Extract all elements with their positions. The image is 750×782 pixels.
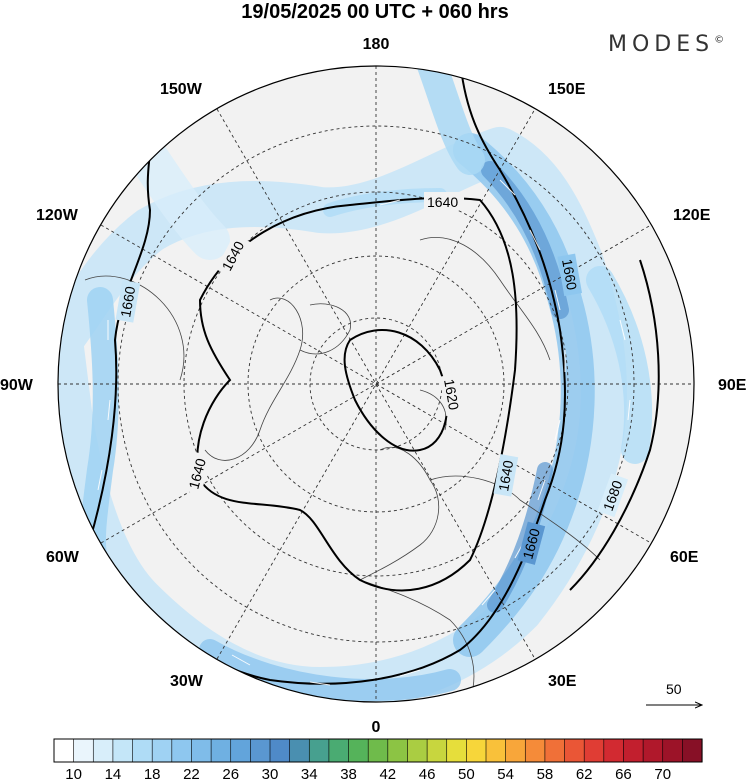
colorbar-cell [564,738,585,763]
contour-label-group: 1640 1640 1660 1640 1620 1640 1660 1660 [115,192,629,565]
colorbar-tick-label: 34 [301,766,318,782]
colorbar-cell [505,738,526,763]
colorbar-cell [191,738,212,763]
colorbar-tick-label: 46 [419,766,436,782]
colorbar-cell [367,738,389,763]
colorbar-cell [132,738,153,763]
colorbar-cell [682,738,703,763]
lon-label-90w: 90W [0,377,34,394]
lon-label-150e: 150E [548,81,586,98]
lon-label-60e: 60E [670,549,699,566]
brand-mark: © [714,34,725,46]
lon-label-30w: 30W [170,673,204,690]
colorbar-cells [53,738,703,763]
contour-label: 1660 [559,258,580,292]
colorbar-tick-label: 54 [497,766,514,782]
colorbar-cell [446,738,467,763]
colorbar-cell [662,738,683,763]
colorbar-labels: 10 14 18 22 26 30 34 38 42 46 50 54 58 62 66 70 [65,766,671,782]
contour-label: 1640 [185,456,209,490]
colorbar-tick-label: 30 [262,766,279,782]
graticule [58,66,694,702]
colorbar-cell [642,738,664,763]
colorbar-cell [289,738,310,763]
colorbar-tick-label: 18 [144,766,161,782]
colorbar-cell [269,738,291,763]
colorbar-tick-label: 22 [183,766,200,782]
colorbar-cell [407,738,428,763]
contour-label: 1640 [427,194,458,210]
colorbar-cell [171,738,193,763]
contour-label: 1620 [441,378,462,412]
colorbar-cell [92,738,114,763]
colorbar-tick-label: 26 [222,766,239,782]
colorbar-cell [387,738,409,763]
map-title: 19/05/2025 00 UTC + 060 hrs [241,1,509,23]
colorbar-tick-label: 50 [458,766,475,782]
colorbar-tick-label: 10 [65,766,82,782]
colorbar-cell [583,738,605,763]
colorbar-cell [53,738,75,763]
colorbar-cell [485,738,507,763]
lon-label-180: 180 [363,36,390,53]
colorbar-tick-label: 38 [340,766,357,782]
colorbar-cell [210,738,232,763]
colorbar-cell [250,738,271,763]
lon-label-30e: 30E [548,673,577,690]
colorbar-cell [328,738,350,763]
colorbar-cell [308,738,330,763]
longitude-labels: 180 0 90W 90E 150W 120W 150E 120E 60W 30… [0,36,747,736]
contour-label: 1640 [495,459,516,493]
brand-logo: MODES© [608,32,724,57]
colorbar-cell [603,738,625,763]
colorbar-cell [466,738,487,763]
reference-vector-label: 50 [666,681,682,697]
colorbar-tick-label: 42 [379,766,396,782]
lon-label-150w: 150W [160,81,203,98]
colorbar-outline [53,738,703,763]
reference-vector: 50 [646,681,702,705]
colorbar-cell [73,738,94,763]
lon-label-120e: 120E [673,207,711,224]
lon-label-0: 0 [372,719,381,736]
colorbar-tick-label: 66 [615,766,632,782]
colorbar-cell [348,738,369,763]
colorbar-tick-label: 14 [105,766,122,782]
colorbar-tick-label: 70 [654,766,671,782]
colorbar: 10 14 18 22 26 30 34 38 42 46 50 54 58 62 66 70 [53,738,703,782]
map-border [57,65,695,703]
colorbar-cell [112,738,134,763]
colorbar-cell [151,738,173,763]
colorbar-cell [426,738,448,763]
colorbar-cell [524,738,546,763]
colorbar-cell [623,738,644,763]
wind-vectors [97,179,631,686]
colorbar-cell [544,738,566,763]
colorbar-tick-label: 58 [537,766,554,782]
lon-label-120w: 120W [36,207,79,224]
contour-label: 1660 [117,285,138,319]
lon-label-60w: 60W [46,549,80,566]
contour-label: 1660 [519,526,543,560]
colorbar-cell [230,738,251,763]
colorbar-tick-label: 62 [576,766,593,782]
lon-label-90e: 90E [718,377,747,394]
brand-name: MODES [608,32,715,57]
